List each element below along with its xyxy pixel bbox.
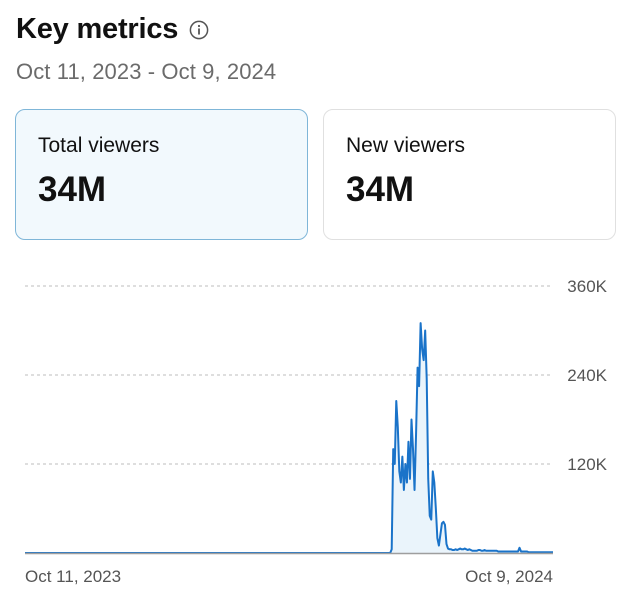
key-metrics-header: Key metrics Oct 11, 2023 - Oct 9, 2024 (16, 10, 616, 85)
chart-line (25, 322, 553, 554)
new-viewers-card[interactable]: New viewers 34M (323, 109, 616, 240)
y-tick-label: 360K (567, 277, 607, 296)
y-tick-label: 240K (567, 366, 607, 385)
total-viewers-value: 34M (38, 170, 107, 209)
chart-y-ticks: 120K 240K 360K (567, 277, 607, 474)
chart-area (25, 323, 553, 553)
x-tick-label-end: Oct 9, 2024 (465, 567, 553, 586)
total-viewers-label: Total viewers (38, 134, 160, 157)
new-viewers-value: 34M (346, 170, 415, 209)
title-row: Key metrics (16, 10, 616, 48)
x-tick-label-start: Oct 11, 2023 (25, 567, 121, 586)
chart-gridlines (25, 285, 553, 465)
viewers-chart: 120K 240K 360K Oct 11, 2023 Oct 9, 2024 (25, 277, 608, 586)
date-range: Oct 11, 2023 - Oct 9, 2024 (16, 59, 277, 84)
info-icon[interactable] (188, 19, 210, 41)
total-viewers-card[interactable]: Total viewers 34M (15, 109, 308, 240)
new-viewers-label: New viewers (346, 134, 466, 157)
y-tick-label: 120K (567, 455, 607, 474)
page-title: Key metrics (16, 12, 179, 45)
